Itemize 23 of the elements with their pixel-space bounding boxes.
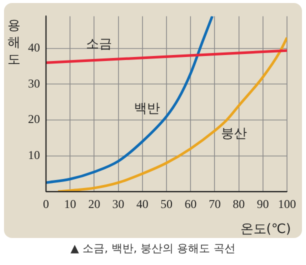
x-tick-label: 40 [136, 196, 148, 211]
x-tick-label: 20 [88, 196, 100, 211]
x-tick-label: 80 [232, 196, 245, 211]
series-label: 소금 [86, 37, 112, 52]
y-tick-label: 10 [28, 148, 40, 162]
line-series [46, 16, 214, 184]
x-tick-label: 10 [64, 196, 76, 211]
y-axis-title: 용해도 [8, 18, 20, 68]
y-tick-label: 20 [28, 112, 40, 126]
x-tick-label: 0 [43, 196, 49, 211]
text: ▲ 소금, 백반, 붕산의 용해도 곡선 [70, 241, 236, 256]
series-label: 붕산 [220, 126, 247, 142]
x-tick-label: 70 [208, 196, 221, 211]
line-series [56, 36, 287, 192]
y-tick-label: 40 [28, 40, 40, 55]
x-tick-label: 90 [256, 196, 269, 211]
x-tick-label: 50 [160, 196, 172, 211]
x-tick-label: 30 [112, 196, 124, 211]
series-label: 백반 [134, 102, 160, 117]
x-tick-label: 100 [278, 196, 296, 211]
y-tick-label: 30 [28, 76, 40, 90]
x-axis-title: 온도(℃) [240, 222, 291, 237]
x-tick-label: 60 [184, 196, 197, 211]
